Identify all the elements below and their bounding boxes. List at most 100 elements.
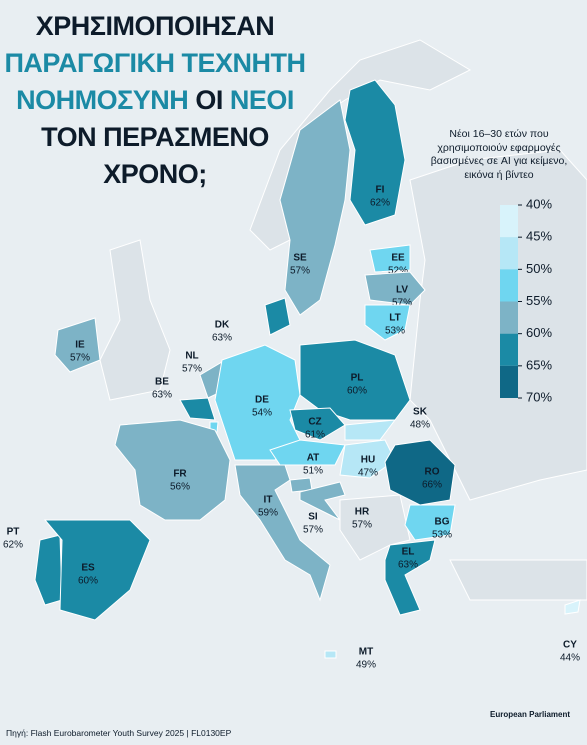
country-code: AT (307, 453, 320, 464)
country-code: EE (391, 253, 405, 264)
legend-swatch (500, 333, 518, 366)
legend-title: Νέοι 16–30 ετών που χρησιμοποιούν εφαρμο… (430, 128, 568, 181)
country (364, 304, 411, 341)
title: ΧΡΗΣΙΜΟΠΟΙΗΣΑΝ ΠΑΡΑΓΩΓΙΚΗ ΤΕΧΝΗΤΗ ΝΟΗΜΟΣ… (0, 8, 310, 193)
country (34, 534, 63, 606)
country-code: BG (435, 517, 450, 528)
title-word: ΟΙ (195, 85, 223, 115)
source: Πηγή: Flash Eurobarometer Youth Survey 2… (6, 728, 232, 738)
country (384, 539, 436, 616)
country (54, 317, 101, 373)
country-code: IT (264, 495, 273, 506)
country-code: ES (81, 563, 95, 574)
country-value: 52% (388, 266, 408, 277)
country-value: 56% (170, 482, 190, 493)
country (369, 244, 411, 273)
country-code: FR (173, 469, 187, 480)
title-line: ΧΡΗΣΙΜΟΠΟΙΗΣΑΝ (35, 11, 275, 41)
country-code: HR (355, 507, 370, 518)
country-value: 57% (70, 353, 90, 364)
country-value: 62% (370, 198, 390, 209)
title-line: ΝΟΗΜΟΣΥΝΗ ΟΙ ΝΕΟΙ (0, 82, 310, 119)
country-code: LT (389, 313, 400, 324)
country-code: CZ (308, 417, 321, 428)
country-value: 63% (398, 560, 418, 571)
legend-swatch (500, 237, 518, 270)
country (344, 419, 397, 441)
country-code: PT (7, 527, 20, 538)
country-value: 60% (347, 386, 367, 397)
country (114, 419, 231, 521)
country (404, 504, 456, 541)
country-code: HU (361, 455, 375, 466)
country (324, 650, 337, 659)
country-value: 48% (410, 420, 430, 431)
country-code: RO (425, 467, 440, 478)
country-code: EL (402, 547, 415, 558)
country (384, 439, 456, 506)
legend-tick-label: 45% (526, 229, 552, 244)
country (344, 79, 406, 226)
country-code: SE (293, 253, 307, 264)
legend-tick-label: 70% (526, 389, 552, 404)
country-value: 53% (432, 530, 452, 541)
legend-tick-label: 65% (526, 357, 552, 372)
title-line: ΧΡΟΝΟ; (103, 159, 207, 189)
legend-swatch (500, 269, 518, 302)
country-value: 63% (212, 333, 232, 344)
logo: European Parliament (490, 710, 571, 719)
country (179, 397, 216, 421)
country-value: 63% (152, 390, 172, 401)
country (299, 481, 346, 521)
legend-tick-label: 60% (526, 325, 552, 340)
country-value: 57% (182, 364, 202, 375)
country-code: SI (308, 512, 318, 523)
country-code: DK (215, 320, 230, 331)
country-value: 44% (560, 653, 580, 664)
country (364, 271, 426, 306)
legend-swatch (500, 301, 518, 334)
country-code: SK (413, 407, 428, 418)
country-code: MT (359, 647, 373, 658)
title-line: ΠΑΡΑΓΩΓΙΚΗ ΤΕΧΝΗΤΗ (4, 48, 306, 78)
country (43, 519, 151, 621)
country-code: FI (376, 185, 385, 196)
legend-tick-label: 55% (526, 293, 552, 308)
title-word: ΝΟΗΜΟΣΥΝΗ (16, 85, 189, 115)
country (279, 99, 351, 316)
country-code: BE (155, 377, 169, 388)
non-eu-land (99, 39, 587, 601)
country-code: PL (351, 373, 364, 384)
country (339, 439, 396, 479)
title-line: ΤΟΝ ΠΕΡΑΣΜΕΝΟ (41, 122, 269, 152)
legend-swatch (500, 365, 518, 398)
country-value: 66% (422, 480, 442, 491)
country-value: 53% (385, 326, 405, 337)
country-code: NL (185, 351, 198, 362)
country (564, 599, 581, 615)
country-value: 49% (356, 660, 376, 671)
legend-swatch (500, 205, 518, 238)
country (234, 464, 331, 602)
country-value: 47% (358, 468, 378, 479)
country-code: IE (75, 340, 85, 351)
title-word: ΝΕΟΙ (229, 85, 295, 115)
legend-tick-label: 50% (526, 261, 552, 276)
country-value: 54% (252, 408, 272, 419)
country-value: 57% (290, 266, 310, 277)
country-value: 61% (305, 430, 325, 441)
country-value: 57% (303, 525, 323, 536)
country-value: 59% (258, 508, 278, 519)
country-code: LV (396, 285, 408, 296)
country-code: CY (563, 640, 577, 651)
legend-tick-label: 40% (526, 196, 552, 211)
country-value: 57% (392, 298, 412, 309)
country-code: DE (255, 395, 269, 406)
country (264, 297, 291, 336)
country-value: 60% (78, 576, 98, 587)
country (289, 407, 346, 441)
country-value: 51% (303, 466, 323, 477)
country (269, 439, 346, 466)
